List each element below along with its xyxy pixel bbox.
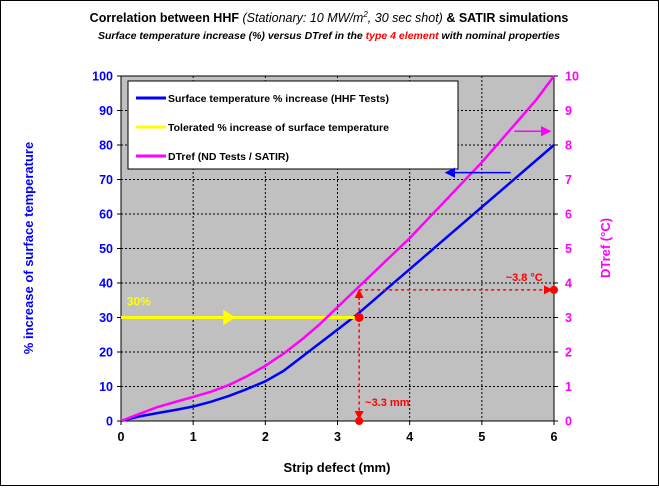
y-left-tick-label: 10 (99, 380, 113, 394)
y-right-tick-label: 0 (565, 415, 572, 429)
legend-box (127, 80, 459, 170)
dtref-marker (550, 285, 558, 294)
tolerance-label: 30% (127, 295, 151, 309)
y-right-tick-label: 9 (565, 104, 572, 118)
y-right-tick-label: 8 (565, 139, 572, 153)
y-left-tick-label: 70 (99, 173, 113, 187)
series-line-1 (120, 144, 555, 423)
x-tick-label: 0 (118, 430, 125, 444)
y-left-tick-label: 0 (106, 415, 113, 429)
y-left-tick-label: 60 (99, 208, 113, 222)
legend-entry-2: Tolerated % increase of surface temperat… (168, 122, 389, 134)
y-right-tick-label: 2 (565, 346, 572, 360)
series-line-3 (120, 75, 556, 423)
strip-label: ~3.3 mm (365, 397, 410, 409)
x-tick-label: 1 (190, 430, 197, 444)
x-axis-label: Strip defect (mm) (284, 460, 391, 475)
y-left-tick-label: 20 (99, 346, 113, 360)
y-right-tick-label: 10 (565, 70, 579, 84)
y-left-tick-label: 100 (92, 70, 113, 84)
y-left-tick-label: 90 (99, 104, 113, 118)
x-tick-label: 4 (406, 430, 413, 444)
y-right-axis-label: DTref (°C) (598, 218, 613, 278)
legend-entry-1: Surface temperature % increase (HHF Test… (168, 93, 389, 105)
y-right-tick-label: 6 (565, 208, 572, 222)
y-left-tick-label: 50 (99, 242, 113, 256)
x-tick-label: 2 (262, 430, 269, 444)
tolerance-arrowhead (223, 309, 236, 326)
y-left-tick-label: 80 (99, 139, 113, 153)
x-tick-label: 5 (478, 430, 485, 444)
y-left-tick-label: 30 (99, 311, 113, 325)
x-tick-label: 3 (334, 430, 341, 444)
dtref-label: ~3.8 °C (506, 272, 543, 284)
y-left-axis-label: % increase of surface temperature (21, 142, 36, 354)
y-right-tick-label: 7 (565, 173, 572, 187)
y-right-tick-label: 3 (565, 311, 572, 325)
y-right-tick-label: 4 (565, 277, 572, 291)
chart-title: Correlation between HHF (Stationary: 10 … (90, 10, 569, 25)
y-left-tick-label: 40 (99, 277, 113, 291)
strip-marker (355, 417, 364, 425)
tolerance-marker (354, 313, 364, 322)
y-right-tick-label: 1 (565, 380, 572, 394)
legend-entry-3: DTref (ND Tests / SATIR) (168, 151, 289, 163)
chart-subtitle: Surface temperature increase (%) versus … (98, 30, 560, 42)
x-tick-label: 6 (551, 430, 558, 444)
y-right-tick-label: 5 (565, 242, 572, 256)
